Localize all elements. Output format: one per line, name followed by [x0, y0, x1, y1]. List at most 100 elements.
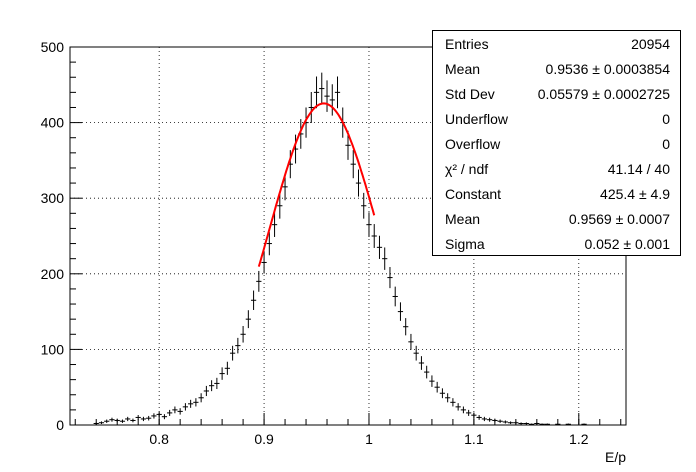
histogram-bin	[460, 406, 467, 414]
histogram-bin	[544, 423, 550, 425]
histogram-bin	[203, 385, 209, 397]
stats-label: χ² / ndf	[445, 160, 489, 177]
histogram-bin	[229, 345, 236, 361]
stats-value: 0.9536 ± 0.0003854	[545, 60, 670, 77]
grid-lines	[70, 47, 626, 425]
histogram-bin	[418, 356, 425, 370]
histogram-bin	[250, 290, 257, 310]
stats-label: Sigma	[445, 235, 485, 252]
histogram-bin	[376, 235, 383, 259]
histogram-bin	[125, 416, 131, 422]
histogram-bin	[507, 421, 514, 425]
stats-value: 20954	[631, 35, 670, 52]
histogram-bin	[98, 421, 105, 425]
y-tick-label: 400	[41, 115, 65, 131]
stats-label: Mean	[445, 60, 481, 77]
histogram-bin	[492, 418, 498, 423]
histogram-bin	[565, 423, 571, 425]
histogram-bin	[245, 310, 251, 329]
stats-row: Overflow 0	[433, 131, 680, 156]
histogram-bin	[361, 192, 367, 219]
stats-value: 0	[662, 110, 670, 127]
stats-box: Entries 20954 Mean 0.9536 ± 0.0003854 Std De…	[432, 30, 681, 256]
x-axis-title: E/p	[605, 449, 626, 465]
histogram-bin	[172, 406, 178, 414]
histogram-bin	[224, 361, 230, 375]
stats-row: Sigma 0.052 ± 0.001	[433, 231, 680, 256]
stats-row: Constant 425.4 ± 4.9	[433, 181, 680, 206]
histogram-bin	[261, 251, 267, 274]
histogram-bin	[481, 416, 487, 422]
histogram-bin	[256, 270, 262, 292]
histogram-bin	[555, 423, 561, 425]
x-tick-label: 1.2	[569, 431, 589, 447]
histogram-bin	[209, 380, 215, 392]
axis-ticks	[70, 46, 622, 426]
y-tick-label: 200	[41, 266, 65, 282]
histogram-bin	[104, 419, 110, 423]
histogram-bin	[119, 419, 126, 423]
stats-row: Entries 20954	[433, 31, 680, 56]
histogram-bin	[523, 422, 529, 425]
histogram-bin	[334, 76, 341, 109]
histogram-bin	[109, 417, 115, 422]
stats-label: Entries	[445, 35, 489, 52]
histogram-bin	[581, 423, 587, 425]
histogram-bin	[471, 412, 477, 418]
stats-label: Std Dev	[445, 85, 495, 102]
x-tick-label: 0.9	[254, 431, 274, 447]
stats-value: 0.052 ± 0.001	[584, 235, 670, 252]
histogram-bin	[214, 377, 220, 390]
histogram-bins	[93, 72, 603, 426]
histogram-bin	[329, 84, 335, 116]
y-tick-label: 500	[41, 39, 65, 55]
gaussian-fit-curve	[257, 102, 376, 267]
histogram-bin	[308, 91, 314, 123]
stats-label: Mean	[445, 210, 481, 227]
histogram-bin	[135, 415, 141, 420]
histogram-bin	[151, 413, 157, 419]
histogram-bin	[130, 418, 136, 423]
histogram-bin	[198, 393, 204, 403]
histogram-bin	[408, 333, 414, 350]
stats-value: 0.9569 ± 0.0007	[568, 210, 670, 227]
stats-row: χ² / ndf 41.14 / 40	[433, 156, 680, 181]
histogram-bin	[439, 388, 446, 399]
stats-row: Mean 0.9536 ± 0.0003854	[433, 56, 680, 81]
stats-label: Overflow	[445, 135, 501, 152]
histogram-bin	[188, 399, 194, 408]
stats-row: Mean 0.9569 ± 0.0007	[433, 206, 680, 231]
x-tick-label: 0.8	[149, 431, 169, 447]
histogram-bin	[177, 408, 183, 415]
histogram-bin	[392, 286, 398, 307]
histogram-bin	[497, 419, 503, 423]
stats-value: 41.14 / 40	[607, 160, 670, 177]
histogram-bin	[534, 422, 540, 425]
x-tick-labels: 0.8 0.9 1 1.1 1.2	[149, 431, 588, 447]
histogram-bin	[466, 409, 472, 416]
x-tick-label: 1	[365, 431, 373, 447]
histogram-bin	[382, 247, 388, 270]
histogram-bin	[240, 325, 246, 343]
stats-label: Constant	[445, 185, 502, 202]
histogram-bin	[182, 403, 189, 411]
histogram-bin	[277, 192, 283, 219]
histogram-bin	[403, 318, 409, 336]
histogram-bin	[539, 423, 545, 425]
stats-value: 425.4 ± 4.9	[600, 185, 670, 202]
histogram-bin	[434, 381, 440, 393]
stats-value: 0.05579 ± 0.0002725	[537, 85, 670, 102]
histogram-bin	[93, 422, 99, 425]
histogram-bin	[193, 398, 199, 407]
histogram-bin	[528, 423, 535, 425]
stats-row: Underflow 0	[433, 106, 680, 131]
stats-value: 0	[662, 135, 670, 152]
y-tick-label: 0	[56, 417, 64, 433]
histogram-bin	[146, 415, 152, 421]
histogram-bin	[413, 345, 419, 361]
histogram-bin	[219, 367, 225, 380]
histogram-bin	[513, 421, 519, 425]
histogram-bin	[319, 72, 325, 105]
histogram-bin	[366, 212, 372, 237]
